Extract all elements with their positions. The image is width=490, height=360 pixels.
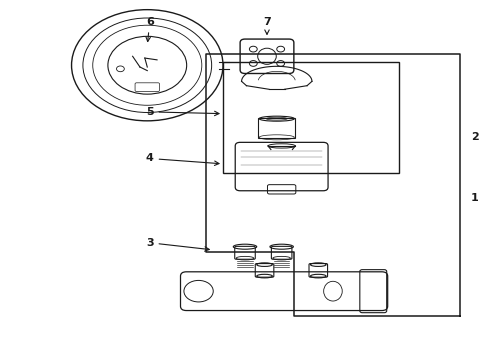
Text: 1: 1 (471, 193, 479, 203)
Text: 4: 4 (146, 153, 219, 166)
Text: 2: 2 (471, 132, 479, 142)
Text: 3: 3 (146, 238, 209, 251)
Text: 5: 5 (146, 107, 219, 117)
Text: 7: 7 (263, 17, 271, 34)
Text: 6: 6 (146, 17, 154, 41)
